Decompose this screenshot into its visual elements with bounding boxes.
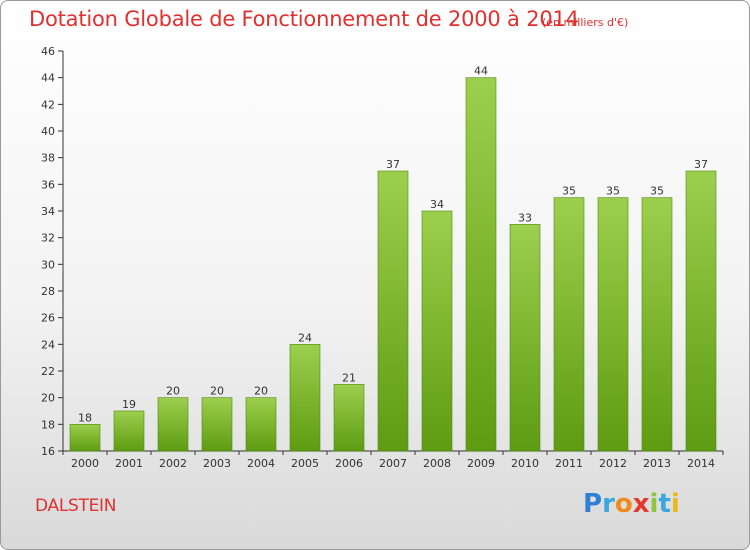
chart-bars: 18 19 20 20 20 24 21 37 34 44 33 35 35 35 37 [69,65,717,452]
bar [465,77,497,452]
bar [377,170,409,452]
bar-value-label: 19 [122,398,136,411]
bar-value-label: 44 [474,65,488,78]
bar [113,410,145,452]
bar-value-label: 35 [562,185,576,198]
bar-value-label: 34 [430,198,444,211]
x-tick-label: 2008 [423,457,451,470]
x-tick-label: 2013 [643,457,671,470]
y-tick-label: 46 [41,45,55,58]
commune-name: DALSTEIN [35,496,117,516]
y-tick-label: 34 [41,205,55,218]
y-tick-label: 18 [41,418,55,431]
bar-value-label: 37 [694,158,708,171]
y-tick-label: 40 [41,125,55,138]
bar [201,397,233,452]
x-tick-label: 2000 [71,457,99,470]
y-tick-label: 42 [41,98,55,111]
bar [69,424,101,452]
y-tick-label: 20 [41,392,55,405]
y-tick-label: 28 [41,285,55,298]
y-tick-label: 36 [41,178,55,191]
bar [245,397,277,452]
bar [157,397,189,452]
bar-value-label: 35 [650,185,664,198]
bar-value-label: 20 [210,385,224,398]
y-tick-label: 44 [41,72,55,85]
bar [685,170,717,452]
x-tick-label: 2009 [467,457,495,470]
y-tick-label: 26 [41,312,55,325]
y-tick-label: 38 [41,152,55,165]
x-tick-label: 2003 [203,457,231,470]
bar-value-label: 24 [298,331,312,344]
bar [597,197,629,452]
chart-subtitle: (en milliers d'€) [542,16,629,29]
y-tick-label: 32 [41,232,55,245]
x-tick-label: 2014 [687,457,715,470]
bar-value-label: 21 [342,371,356,384]
x-tick-label: 2006 [335,457,363,470]
bar-value-label: 35 [606,185,620,198]
y-tick-label: 22 [41,365,55,378]
bar [289,344,321,452]
y-tick-label: 24 [41,338,55,351]
bar-value-label: 33 [518,211,532,224]
x-tick-label: 2002 [159,457,187,470]
x-tick-label: 2010 [511,457,539,470]
y-tick-label: 16 [41,445,55,458]
x-tick-label: 2001 [115,457,143,470]
x-tick-label: 2005 [291,457,319,470]
bar [333,384,365,452]
bar [641,197,673,452]
bar [509,224,541,452]
x-tick-label: 2007 [379,457,407,470]
bar-value-label: 20 [254,385,268,398]
chart-title: Dotation Globale de Fonctionnement de 20… [29,7,579,31]
chart-axes: 16 18 20 22 24 26 28 30 32 34 36 38 40 42 44 46 2000 2001… [41,45,724,470]
bar-value-label: 37 [386,158,400,171]
bar [421,210,453,452]
x-tick-label: 2011 [555,457,583,470]
x-tick-label: 2012 [599,457,627,470]
bar [553,197,585,452]
proxiti-logo: Proxiti [583,489,680,519]
bar-value-label: 20 [166,385,180,398]
x-tick-label: 2004 [247,457,275,470]
y-tick-label: 30 [41,258,55,271]
bar-value-label: 18 [78,411,92,424]
